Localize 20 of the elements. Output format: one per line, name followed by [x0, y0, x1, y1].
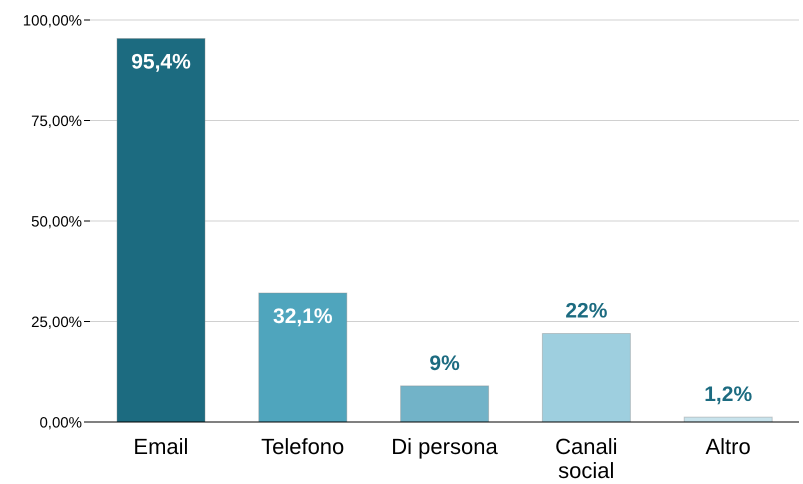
data-label: 32,1% — [273, 304, 333, 328]
x-tick-label: Email — [133, 434, 188, 459]
bar — [258, 292, 348, 422]
data-label: 95,4% — [131, 50, 192, 74]
y-tick-label: 0,00% — [39, 414, 82, 432]
y-tick-label: 100,00% — [22, 12, 82, 30]
x-tick-label: Canali social — [555, 434, 618, 483]
y-tick-label: 50,00% — [31, 213, 82, 230]
data-label: 1,2% — [704, 383, 752, 406]
data-label: 22% — [565, 300, 608, 323]
bar — [400, 385, 490, 422]
bar — [684, 416, 773, 422]
x-tick-label: Telefono — [261, 434, 344, 459]
bar — [116, 38, 206, 422]
y-tick-label: 25,00% — [31, 314, 82, 331]
y-tick-label: 75,00% — [31, 112, 82, 130]
bar — [542, 333, 631, 422]
data-label: 9% — [429, 352, 460, 375]
x-tick-label: Di persona — [391, 434, 498, 459]
x-tick-label: Altro — [705, 434, 751, 459]
